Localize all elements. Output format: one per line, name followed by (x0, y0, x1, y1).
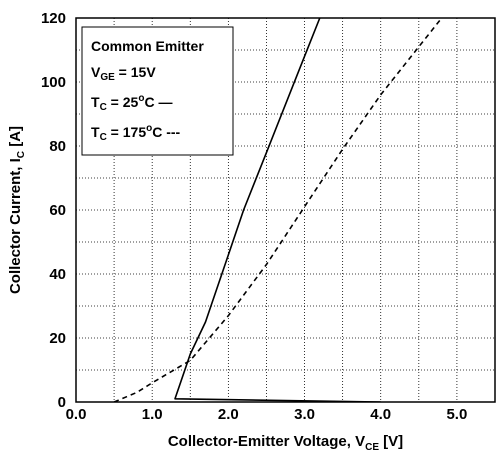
x-tick-labels: 0.0 1.0 2.0 3.0 4.0 5.0 (66, 406, 468, 423)
y-tick-label: 60 (49, 202, 66, 219)
y-tick-label: 40 (49, 266, 66, 283)
legend-vge: VGE = 15V (91, 64, 156, 83)
plot-frame (75, 17, 496, 403)
series-line-tc175 (113, 18, 443, 402)
y-tick-label: 80 (49, 138, 66, 155)
y-tick-label: 20 (49, 330, 66, 347)
x-tick-label: 5.0 (446, 406, 467, 423)
x-tick-label: 2.0 (218, 406, 239, 423)
legend-box: Common Emitter VGE = 15V TC = 25oC — TC … (81, 26, 234, 156)
legend-tc25: TC = 25oC — (91, 93, 172, 113)
legend-title: Common Emitter (91, 38, 204, 54)
y-tick-label: 100 (41, 74, 66, 91)
series-layer (113, 18, 443, 402)
x-axis-label: Collector-Emitter Voltage, VCE [V] (168, 433, 403, 453)
x-tick-label: 4.0 (370, 406, 391, 423)
y-tick-label: 120 (41, 10, 66, 27)
series-line-tc25 (174, 18, 381, 402)
y-axis-label: Collector Current, IC [A] (7, 126, 27, 294)
x-tick-label: 1.0 (142, 406, 163, 423)
y-tick-label: 0 (58, 394, 66, 411)
y-tick-labels: 0 20 40 60 80 100 120 (41, 10, 66, 411)
x-tick-label: 0.0 (66, 406, 87, 423)
legend-tc175: TC = 175oC --- (91, 123, 181, 143)
x-tick-label: 3.0 (294, 406, 315, 423)
